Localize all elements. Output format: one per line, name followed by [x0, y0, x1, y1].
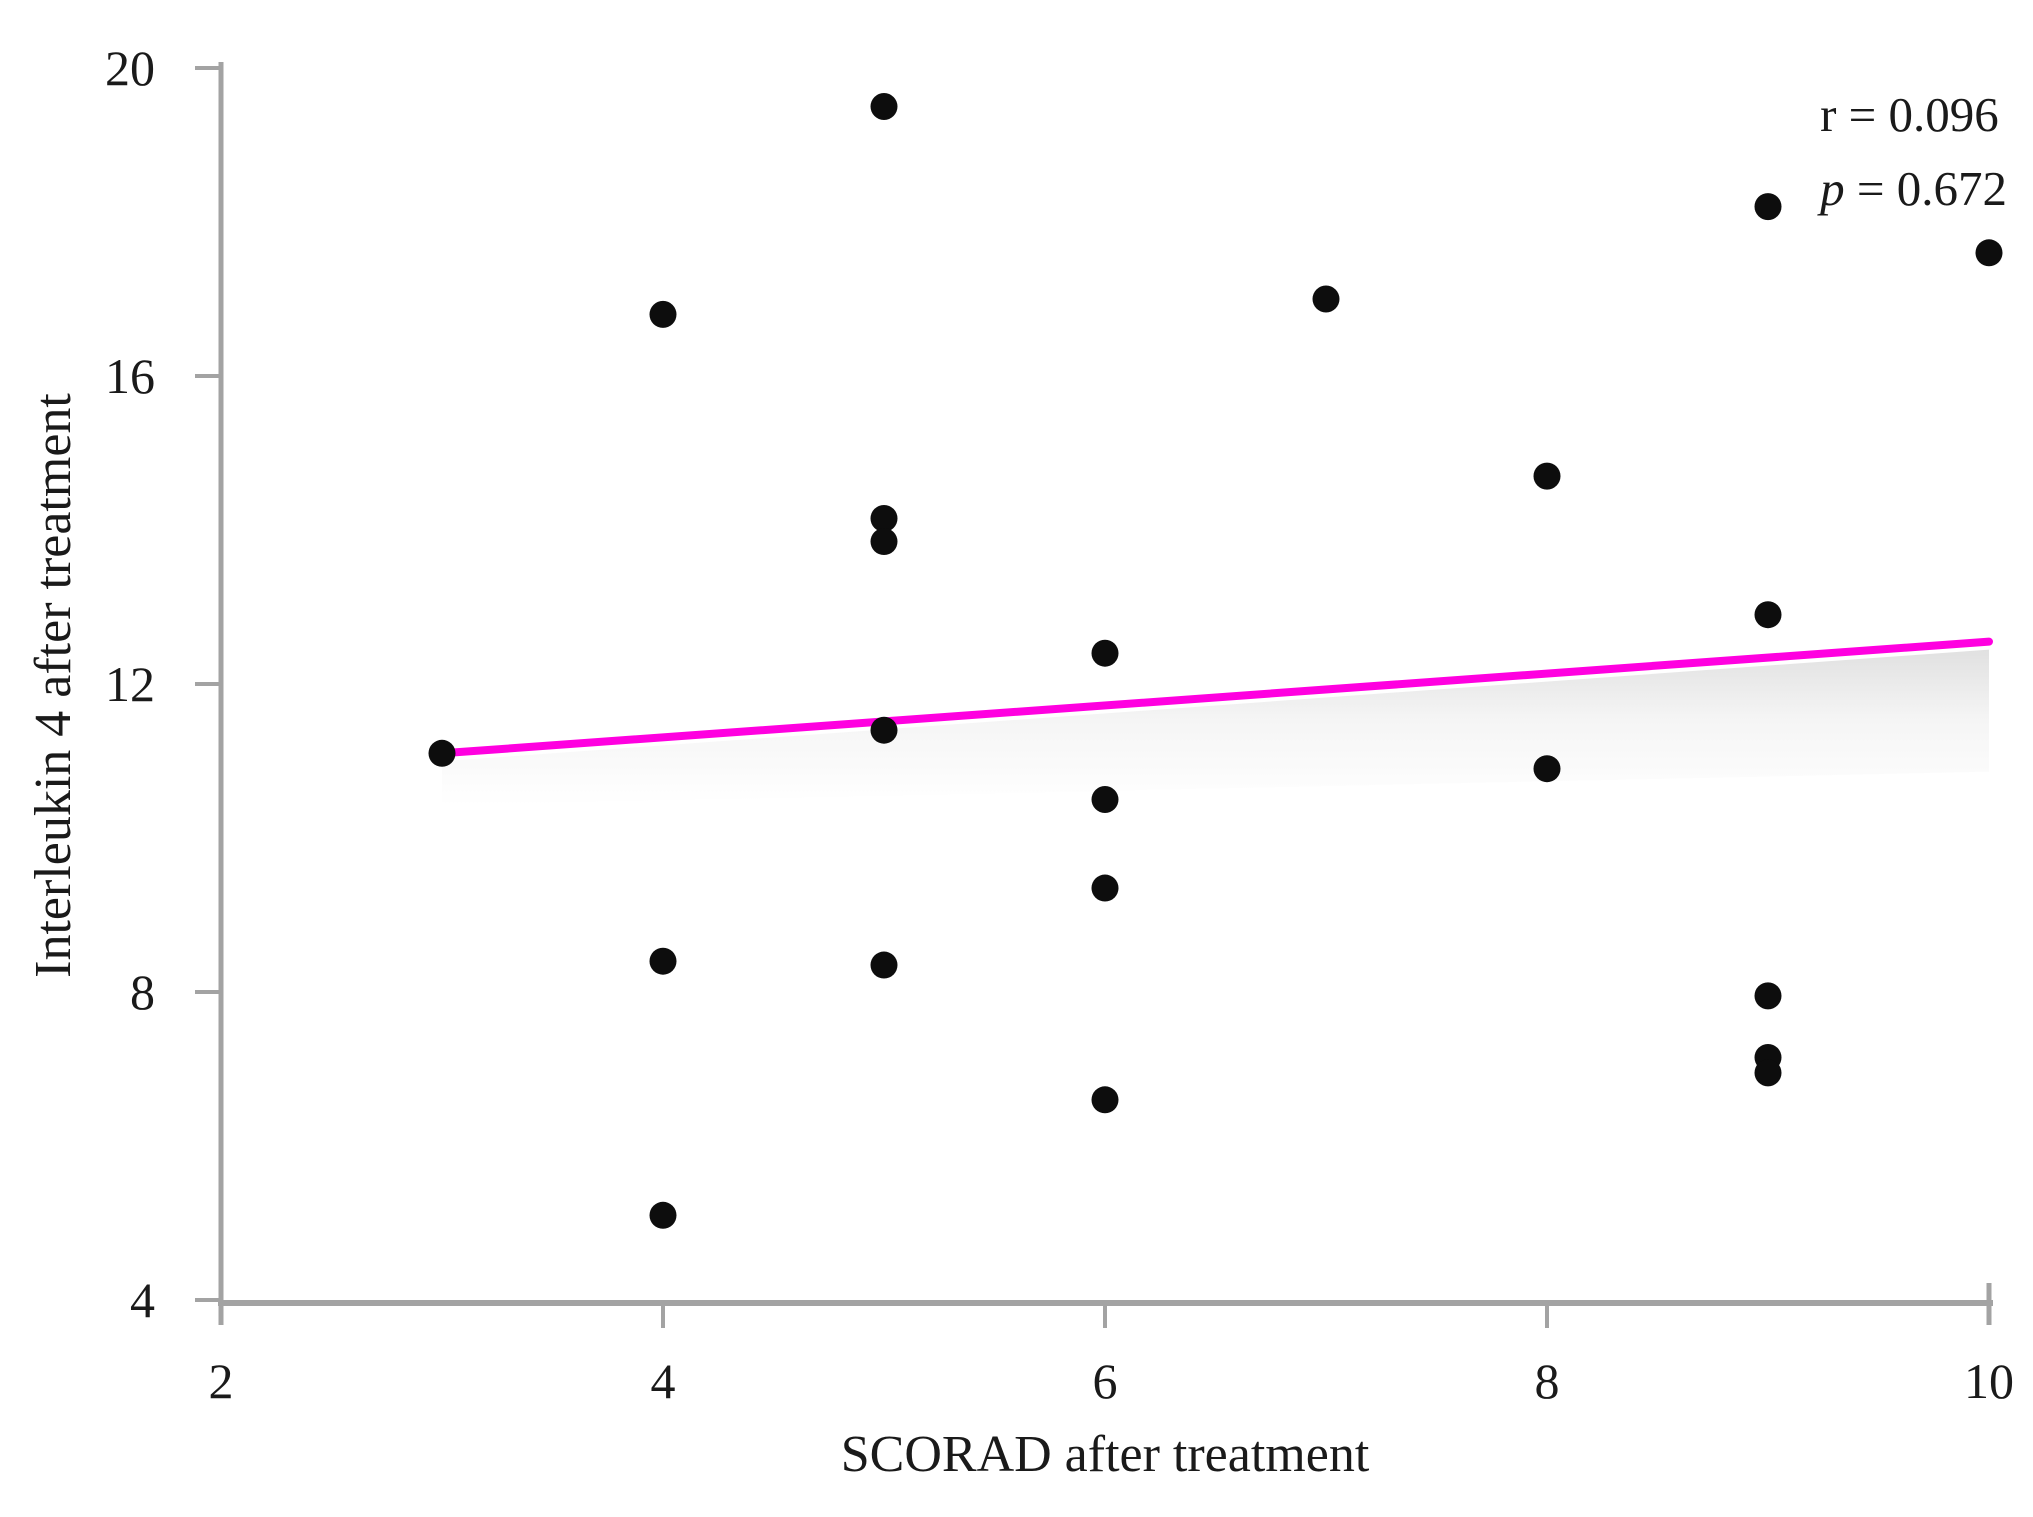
data-point: [649, 1201, 677, 1229]
x-tick-label: 10: [1964, 1353, 2014, 1409]
x-tick-label: 4: [651, 1353, 676, 1409]
y-tick-label: 8: [130, 964, 155, 1020]
x-tick-label: 2: [209, 1353, 234, 1409]
y-tick-label: 4: [130, 1272, 155, 1328]
y-tick-label: 12: [105, 656, 155, 712]
correlation-annotation: r = 0.096 p = 0.672: [1820, 78, 2007, 226]
data-point: [870, 528, 898, 556]
data-point: [1091, 1086, 1119, 1114]
data-point: [870, 93, 898, 120]
data-point: [428, 739, 456, 767]
data-point: [1091, 786, 1119, 813]
p-symbol: p: [1820, 161, 1845, 216]
x-tick-label: 6: [1093, 1353, 1118, 1409]
data-point: [870, 951, 898, 979]
data-point: [1533, 462, 1561, 490]
trend-line-shadow: [442, 649, 1989, 806]
y-axis-title-container: Interleukin 4 after treatment: [18, 170, 88, 1200]
data-point: [1091, 639, 1119, 667]
r-value-text: r = 0.096: [1820, 87, 1999, 142]
data-point: [649, 300, 677, 328]
data-point: [1754, 1059, 1782, 1087]
data-point: [870, 504, 898, 532]
y-axis-title: Interleukin 4 after treatment: [24, 392, 82, 978]
data-point: [649, 947, 677, 975]
data-point: [1533, 755, 1561, 783]
data-point: [1754, 982, 1782, 1010]
y-tick-label: 16: [105, 348, 155, 404]
r-value-label: r = 0.096: [1820, 78, 2007, 152]
data-point: [1975, 239, 2003, 267]
data-point: [1754, 601, 1782, 629]
data-point: [870, 716, 898, 744]
y-tick-label: 20: [105, 40, 155, 96]
p-value-text: = 0.672: [1844, 161, 2007, 216]
trend-line: [438, 637, 1993, 758]
x-axis-title: SCORAD after treatment: [840, 1426, 1370, 1483]
p-value-label: p = 0.672: [1820, 152, 2007, 226]
data-point: [1312, 285, 1340, 313]
data-point: [1091, 874, 1119, 902]
x-tick-label: 8: [1535, 1353, 1560, 1409]
data-point: [1754, 193, 1782, 221]
